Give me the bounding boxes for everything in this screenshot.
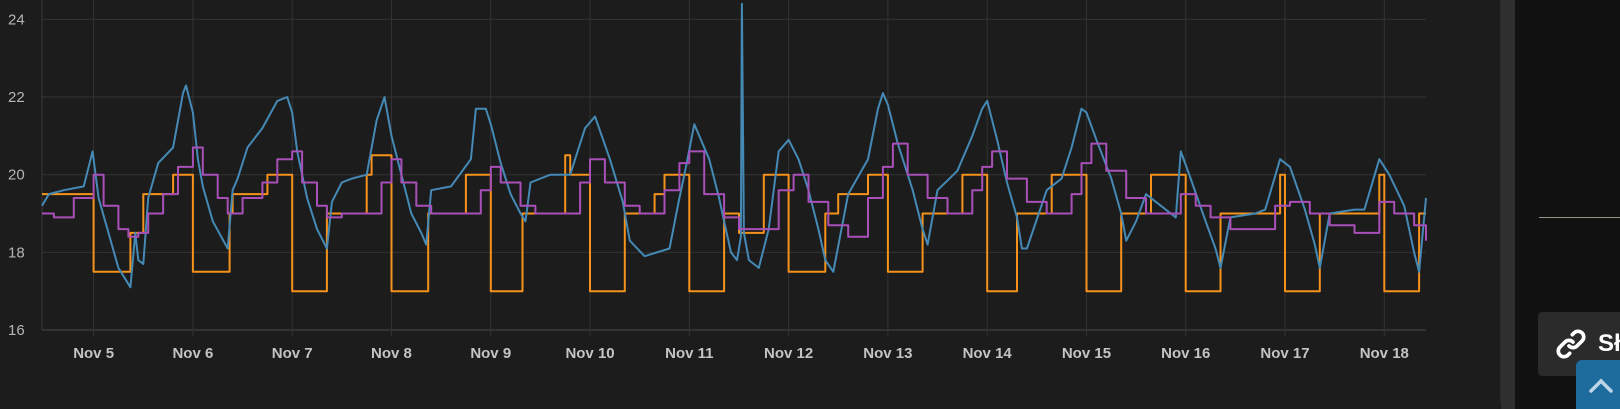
x-tick-label: Nov 7: [272, 345, 313, 362]
x-tick-label: Nov 14: [963, 345, 1013, 362]
x-tick-label: Nov 12: [764, 345, 813, 362]
side-divider: [1539, 217, 1620, 218]
share-label: Sł: [1598, 330, 1620, 357]
chevron-up-icon: [1589, 378, 1613, 393]
line-chart: 16 18 20 22 24 Nov 5 Nov 6 Nov 7 Nov 8 Nov 9 Nov 1…: [8, 0, 1427, 362]
y-tick-label: 18: [8, 244, 25, 261]
x-tick-label: Nov 10: [565, 345, 614, 362]
y-tick-label: 24: [8, 11, 25, 28]
x-tick-label: Nov 17: [1260, 345, 1309, 362]
x-tick-label: Nov 8: [371, 345, 412, 362]
series-line-3: [42, 142, 1427, 241]
series-line-2: [41, 2, 1427, 289]
x-tick-label: Nov 15: [1062, 345, 1111, 362]
x-tick-label: Nov 6: [172, 345, 213, 362]
x-tick-label: Nov 11: [665, 345, 713, 362]
y-tick-label: 20: [8, 167, 25, 184]
series-line-1: [42, 154, 1426, 293]
link-icon: [1556, 329, 1586, 359]
x-tick-label: Nov 5: [73, 345, 114, 362]
side-pane: Sł: [1515, 0, 1620, 409]
chart-panel: 16 18 20 22 24 Nov 5 Nov 6 Nov 7 Nov 8 Nov 9 Nov 1…: [8, 0, 1501, 409]
x-tick-label: Nov 13: [863, 345, 912, 362]
x-tick-label: Nov 16: [1161, 345, 1210, 362]
scrollbar[interactable]: [1501, 0, 1515, 409]
y-tick-label: 22: [8, 89, 25, 106]
y-tick-label: 16: [8, 322, 25, 339]
scroll-top-button[interactable]: [1576, 360, 1620, 409]
x-tick-label: Nov 9: [470, 345, 511, 362]
x-tick-label: Nov 18: [1360, 345, 1409, 362]
